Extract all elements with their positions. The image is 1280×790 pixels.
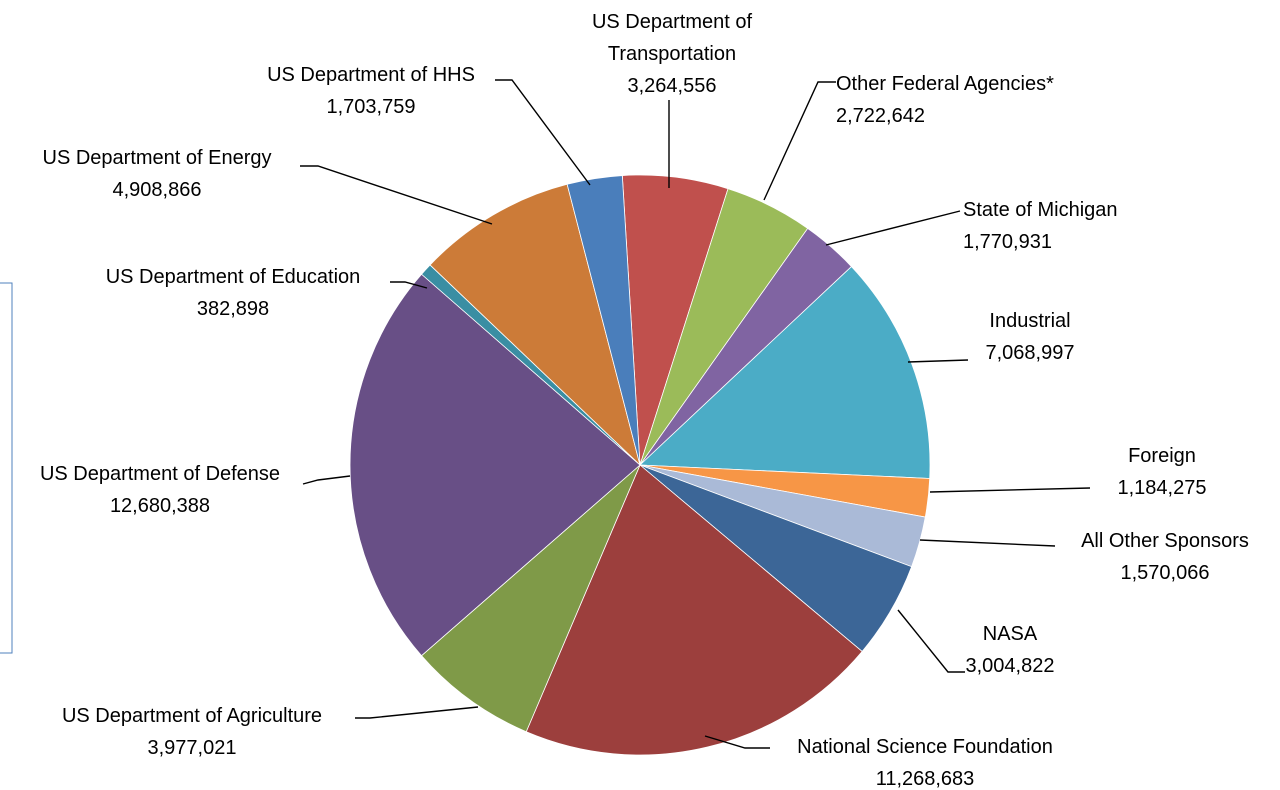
slice-labels: US Department of Transportation 3,264,556 O… [40,11,1249,790]
leader-line [495,79,591,186]
slice-label: State of Michigan 1,770,931 [963,199,1118,253]
slice-value: 3,977,021 [148,737,237,759]
leader-line [355,706,479,719]
pie-slice-us-department-of-hhs [566,175,641,466]
leader-line [300,165,493,225]
slice-label: US Department of Defense 12,680,388 [40,463,280,517]
slice-value: 1,703,759 [327,96,416,118]
leader-line [907,359,969,363]
slice-value: 11,268,683 [876,768,975,790]
slice-label: Foreign 1,184,275 [1118,445,1207,499]
slice-name: NASA [983,623,1038,645]
leader-line [897,609,965,673]
slice-value: 7,068,997 [986,342,1075,364]
chart-frame [0,282,13,654]
slice-value: 3,264,556 [628,75,717,97]
slice-value: 1,184,275 [1118,477,1207,499]
pie-slice-industrial [639,265,931,479]
slice-label: US Department of HHS 1,703,759 [267,64,475,118]
slice-name: US Department of HHS [267,64,475,86]
slice-name: US Department of Energy [43,147,272,169]
slice-label: US Department of Agriculture 3,977,021 [62,705,322,759]
slice-value: 12,680,388 [110,495,210,517]
leader-lines [300,79,1091,749]
slice-name: State of Michigan [963,199,1118,221]
pie-slice-us-department-of-defense [349,273,641,657]
slice-label: Industrial 7,068,997 [986,310,1075,364]
leader-line [929,487,1091,493]
slice-name: Industrial [989,310,1070,332]
slice-value: 1,770,931 [963,231,1052,253]
slice-name: All Other Sponsors [1081,530,1249,552]
pie-slice-us-department-of-agriculture [420,464,641,733]
slice-label: All Other Sponsors 1,570,066 [1081,530,1249,584]
slice-name: US Department of Agriculture [62,705,322,727]
leader-line [704,735,770,749]
slice-name: US Department of Education [106,266,361,288]
slice-value: 382,898 [197,298,269,320]
slice-label: US Department of Education 382,898 [106,266,361,320]
leader-line [390,281,428,289]
pie-slices [349,174,931,756]
leader-line [763,81,836,201]
slice-label: NASA 3,004,822 [966,623,1055,677]
leader-line [302,475,351,485]
slice-name: Foreign [1128,445,1196,467]
slice-name: Transportation [608,43,736,65]
leader-line [825,210,961,246]
pie-slice-us-department-of-energy [429,183,641,467]
slice-label: US Department of Transportation 3,264,556 [592,11,753,97]
leader-line [919,539,1056,547]
slice-name: US Department of [592,11,753,33]
slice-value: 2,722,642 [836,105,925,127]
pie-slice-national-science-foundation [525,464,863,756]
slice-name: National Science Foundation [797,736,1053,758]
slice-name: US Department of Defense [40,463,280,485]
slice-value: 4,908,866 [113,179,202,201]
slice-name: Other Federal Agencies* [836,73,1054,95]
slice-label: US Department of Energy 4,908,866 [43,147,272,201]
slice-label: National Science Foundation 11,268,683 [797,736,1053,790]
slice-value: 3,004,822 [966,655,1055,677]
slice-value: 1,570,066 [1121,562,1210,584]
slice-label: Other Federal Agencies* 2,722,642 [836,73,1054,127]
